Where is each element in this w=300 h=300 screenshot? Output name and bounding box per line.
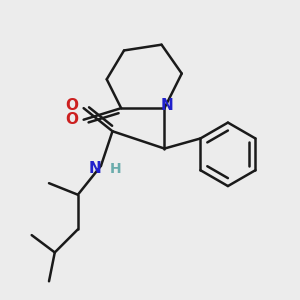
Text: O: O xyxy=(65,112,78,127)
Text: N: N xyxy=(89,161,101,176)
Text: N: N xyxy=(161,98,174,113)
Text: H: H xyxy=(110,162,121,176)
Text: O: O xyxy=(65,98,78,113)
